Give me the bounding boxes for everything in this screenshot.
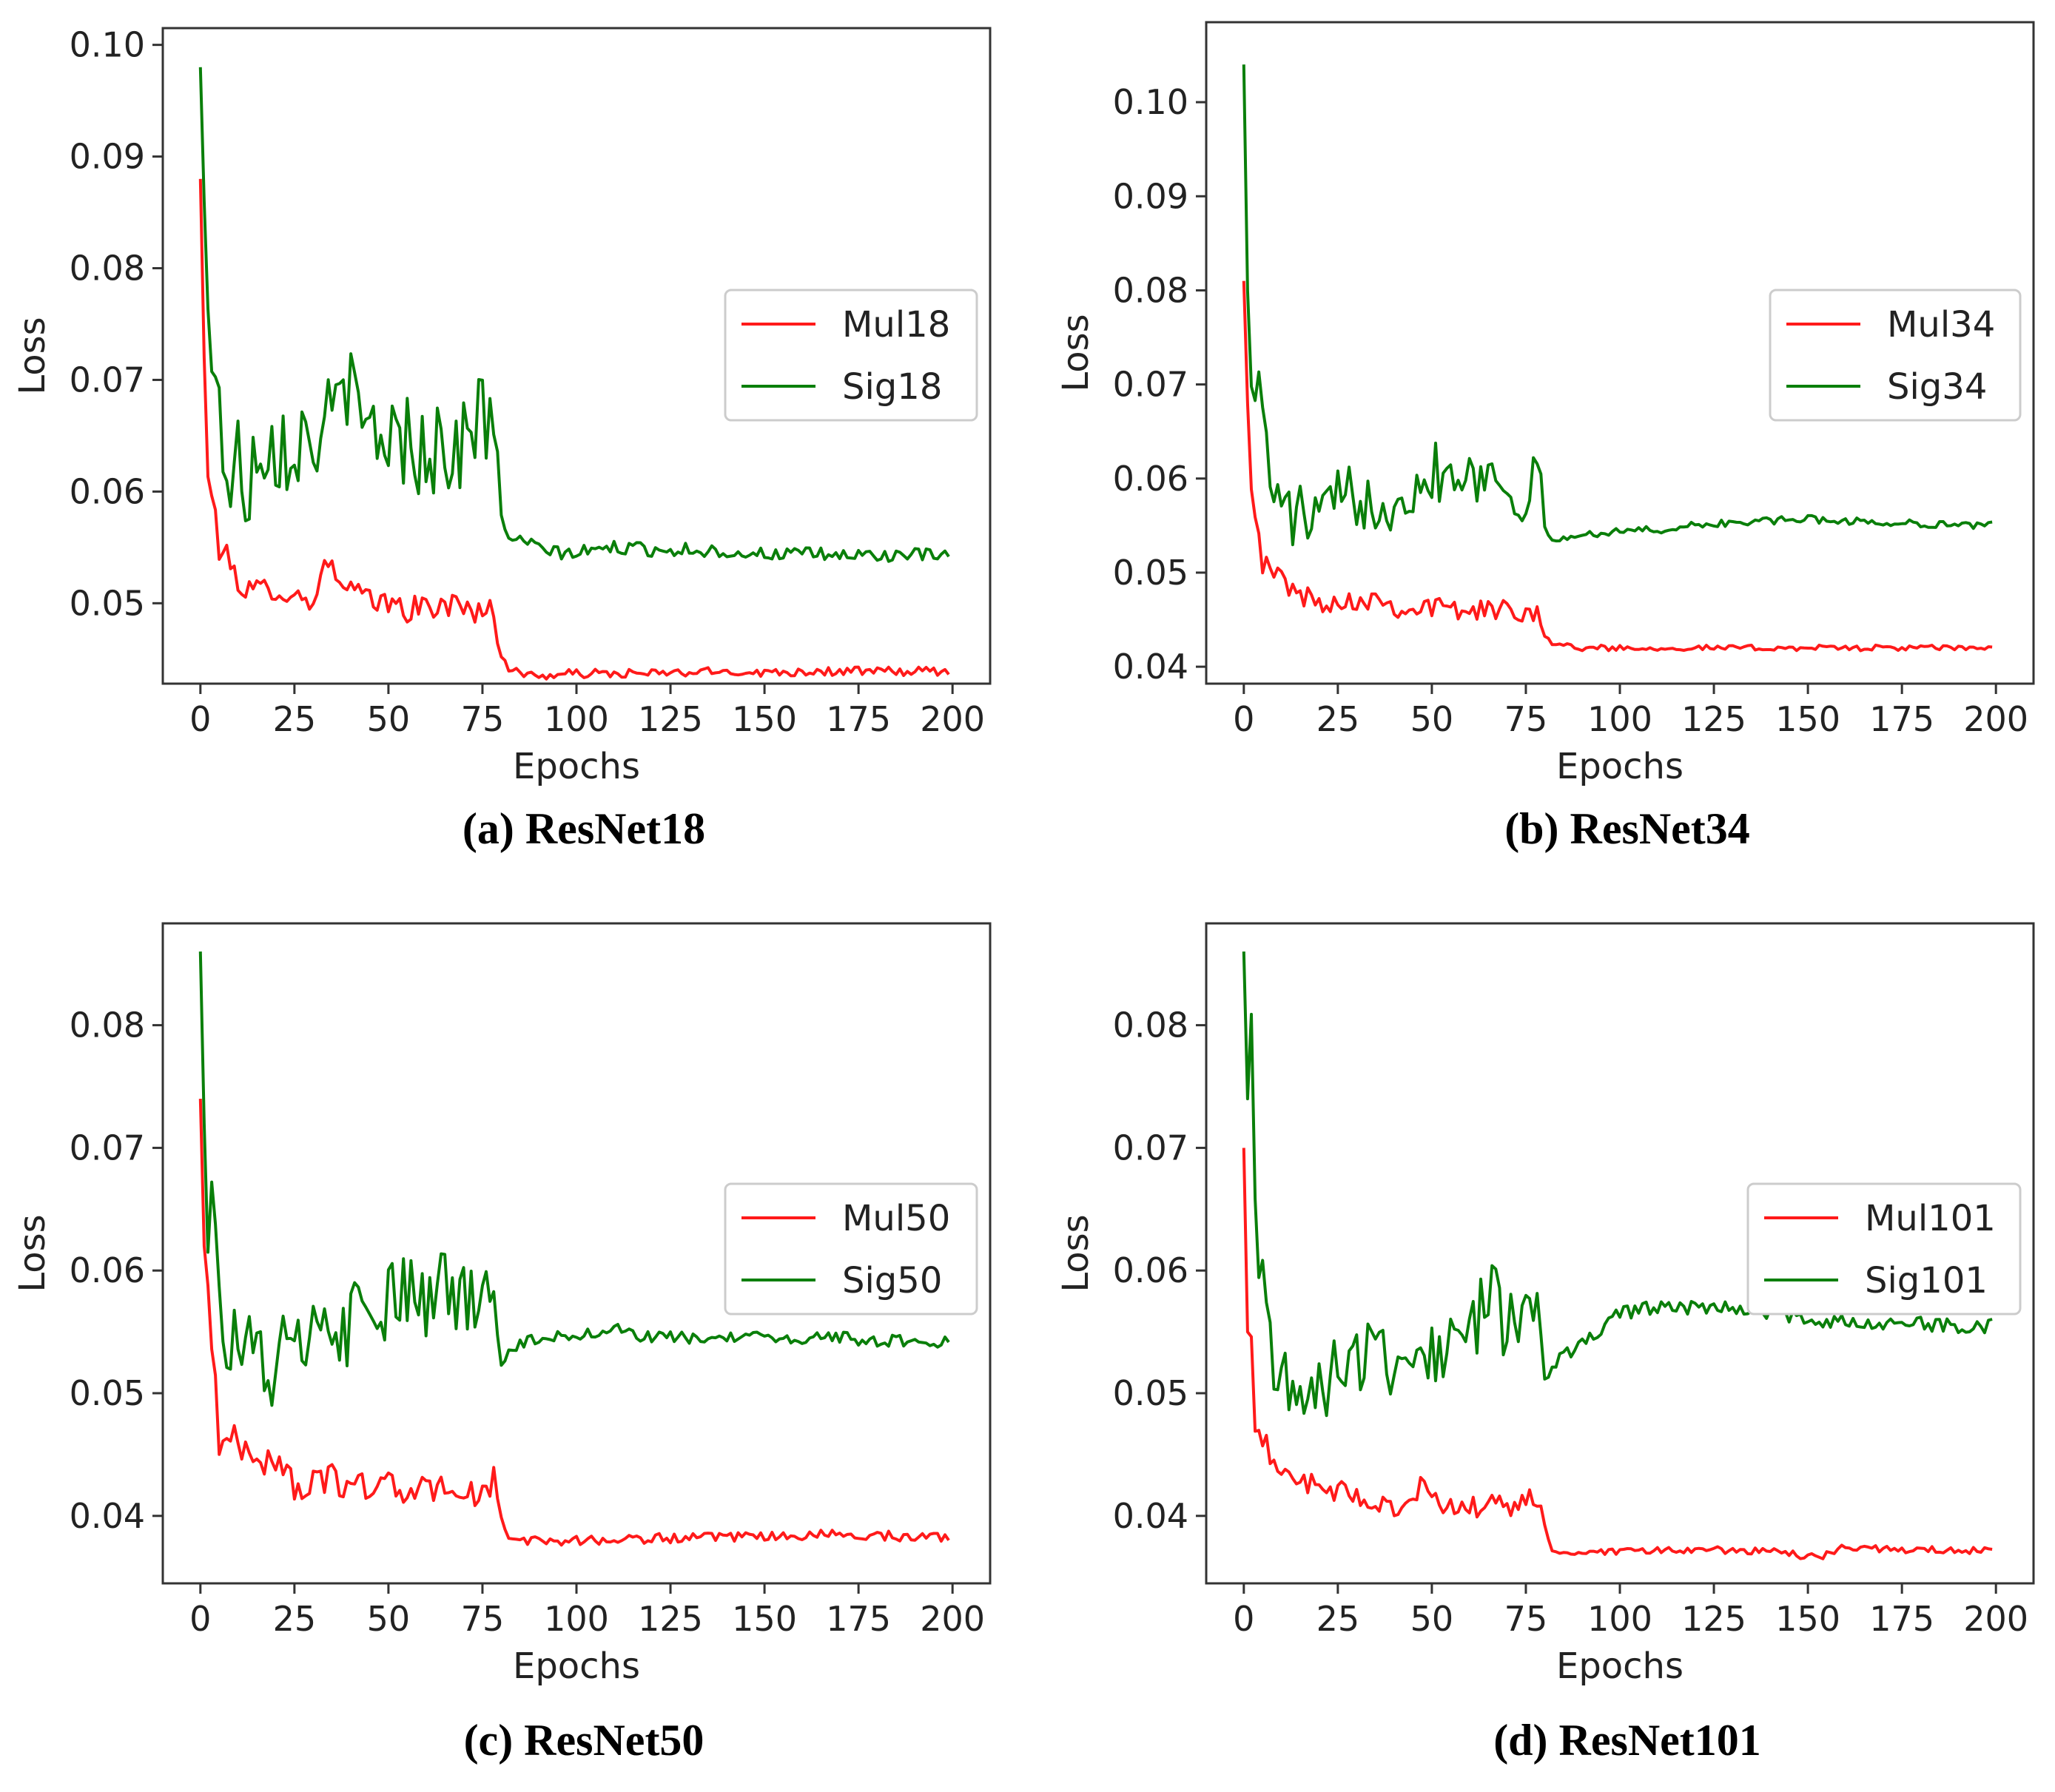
x-tick-label: 150 [1775,699,1840,739]
panel-resnet18: 0 25 50 75 100 125 150 175 200 0.05 0.06 0.07 0.08 0.… [12,25,992,853]
x-tick-label: 75 [1504,699,1548,739]
series-line-sig18 [198,67,950,563]
x-axis-title: Epochs [1556,1646,1684,1687]
x-tick-label: 175 [1869,1599,1934,1639]
y-tick-label: 0.07 [70,1128,145,1168]
x-tick-label: 200 [920,1599,985,1639]
y-tick-label: 0.04 [1113,1496,1188,1536]
y-tick-label: 0.09 [70,137,145,177]
y-tick-label: 0.04 [1113,647,1188,687]
y-tick-label: 0.05 [70,583,145,623]
x-tick-label: 175 [826,699,891,739]
y-tick-label: 0.07 [1113,1128,1188,1168]
panel-resnet50: 0 25 50 75 100 125 150 175 200 0.04 0.05 0.06 0.07 0.… [12,922,992,1765]
legend-label-sig101: Sig101 [1865,1260,1988,1301]
panel-caption: (c) ResNet50 [464,1716,704,1765]
x-tick-label: 25 [273,699,317,739]
legend: Mul101 Sig101 [1746,1182,2022,1316]
series-line-mul34 [1242,280,1993,653]
y-tick-label: 0.06 [70,471,145,511]
x-tick-label: 200 [1963,699,2028,739]
series-line-mul18 [198,178,950,681]
legend-label-mul101: Mul101 [1865,1198,1996,1239]
x-tick-label: 75 [461,699,505,739]
x-tick-label: 200 [920,699,985,739]
x-tick-label: 75 [461,1599,505,1639]
x-tick-label: 50 [1410,699,1454,739]
y-tick-label: 0.06 [1113,1250,1188,1290]
x-tick-label: 100 [1587,1599,1652,1639]
x-axis-title: Epochs [1556,746,1684,787]
x-tick-label: 0 [1233,699,1254,739]
x-tick-label: 125 [638,699,703,739]
y-tick-label: 0.06 [70,1250,145,1290]
x-tick-label: 75 [1504,1599,1548,1639]
x-tick-label: 0 [189,699,211,739]
y-tick-label: 0.05 [1113,1373,1188,1413]
legend-label-sig50: Sig50 [842,1260,942,1301]
y-tick-label: 0.08 [1113,270,1188,310]
y-tick-label: 0.10 [70,25,145,65]
panel-caption: (b) ResNet34 [1504,804,1750,853]
x-tick-label: 175 [826,1599,891,1639]
y-axis-title: Loss [1055,314,1097,391]
x-tick-label: 50 [1410,1599,1454,1639]
y-axis-title: Loss [12,1214,53,1292]
x-axis-title: Epochs [513,1646,640,1687]
series-line-sig101 [1242,951,1993,1418]
x-tick-label: 25 [273,1599,317,1639]
x-tick-label: 175 [1869,699,1934,739]
y-axis-title: Loss [1055,1214,1097,1292]
legend-label-sig18: Sig18 [842,366,942,408]
y-axis-title: Loss [12,317,53,394]
x-tick-label: 50 [367,699,411,739]
panel-resnet101: 0 25 50 75 100 125 150 175 200 0.04 0.05 0.06 0.07 0.… [1055,922,2035,1765]
y-tick-label: 0.06 [1113,459,1188,499]
panel-caption: (a) ResNet18 [463,804,705,853]
x-tick-label: 125 [638,1599,703,1639]
legend: Mul34 Sig34 [1769,289,2022,422]
y-tick-label: 0.08 [70,1006,145,1045]
x-axis-title: Epochs [513,746,640,787]
x-tick-label: 0 [1233,1599,1254,1639]
y-tick-label: 0.08 [70,249,145,289]
x-tick-label: 150 [732,699,797,739]
legend-label-mul34: Mul34 [1887,304,1995,346]
x-tick-label: 200 [1963,1599,2028,1639]
x-tick-label: 25 [1316,699,1360,739]
y-tick-label: 0.05 [1113,553,1188,593]
y-tick-label: 0.10 [1113,82,1188,122]
series-line-sig50 [198,951,950,1407]
y-tick-label: 0.09 [1113,176,1188,216]
legend: Mul18 Sig18 [724,289,978,422]
panel-resnet34: 0 25 50 75 100 125 150 175 200 0.04 0.05 0.06 0.07 0.… [1055,21,2035,853]
x-tick-label: 125 [1681,1599,1746,1639]
x-tick-label: 100 [544,699,609,739]
y-tick-label: 0.08 [1113,1006,1188,1045]
x-tick-label: 150 [1775,1599,1840,1639]
x-tick-label: 100 [1587,699,1652,739]
panel-caption: (d) ResNet101 [1493,1716,1761,1765]
x-tick-label: 0 [189,1599,211,1639]
y-tick-label: 0.07 [1113,365,1188,405]
y-tick-label: 0.04 [70,1496,145,1536]
series-line-mul101 [1242,1148,1993,1560]
y-tick-label: 0.05 [70,1373,145,1413]
series-line-sig34 [1242,64,1993,547]
legend-label-mul18: Mul18 [842,304,950,346]
series-line-mul50 [198,1099,950,1547]
legend-label-mul50: Mul50 [842,1198,950,1239]
y-tick-label: 0.07 [70,360,145,400]
x-tick-label: 150 [732,1599,797,1639]
x-tick-label: 25 [1316,1599,1360,1639]
x-tick-label: 50 [367,1599,411,1639]
x-tick-label: 100 [544,1599,609,1639]
x-tick-label: 125 [1681,699,1746,739]
legend-label-sig34: Sig34 [1887,366,1987,408]
legend: Mul50 Sig50 [724,1182,978,1316]
